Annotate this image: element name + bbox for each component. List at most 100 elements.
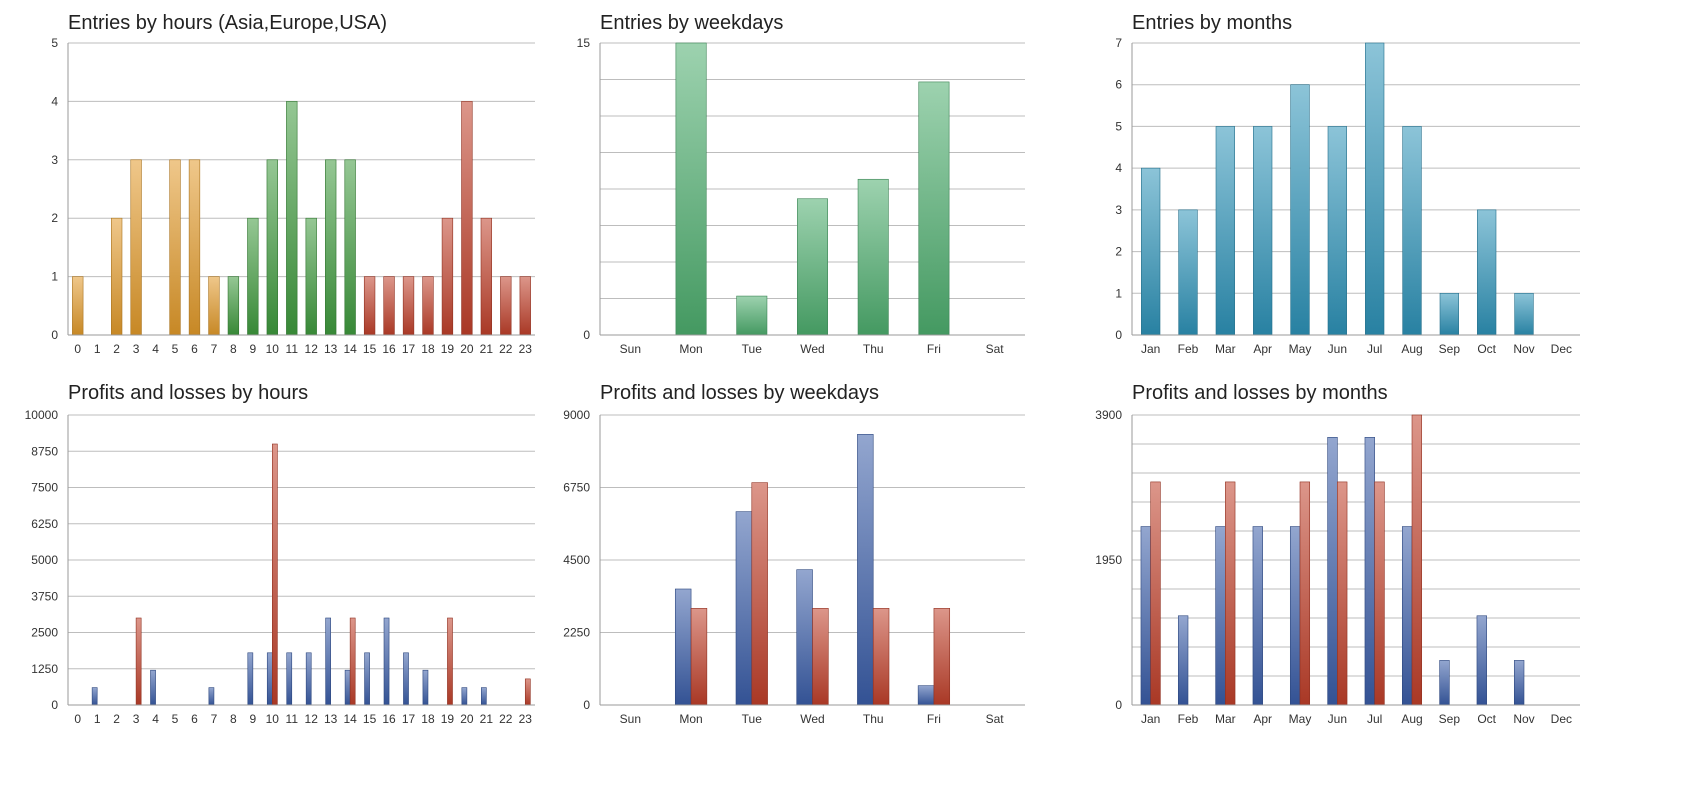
- bar-Wed: [797, 198, 828, 336]
- y-tick-label: 2: [51, 211, 58, 225]
- bar-15: [363, 276, 376, 336]
- bar-0: [72, 276, 84, 336]
- bar-15-s0: [364, 652, 370, 706]
- x-tick-label: 22: [499, 342, 513, 356]
- bar-10-s0: [266, 652, 273, 706]
- x-tick-label: 23: [519, 712, 533, 726]
- x-tick-label: 17: [402, 342, 416, 356]
- bar-10: [266, 159, 278, 336]
- bar-21-s0: [480, 687, 487, 706]
- bar-Mon-s0: [674, 588, 692, 706]
- bar-Tue-s1: [751, 482, 768, 706]
- x-tick-label: Thu: [863, 712, 884, 726]
- x-tick-label: 6: [191, 712, 198, 726]
- y-tick-label: 4500: [563, 553, 590, 567]
- month-pnl-chart: 0 1950 3900 Jan Feb Mar Apr May Jun Jul Aug Sep Oct N…: [1095, 408, 1580, 726]
- y-tick-label: 4: [1115, 161, 1122, 175]
- axes: 0 2250 4500 6750 9000 Sun Mon Tue Wed Thu Fri Sat: [563, 408, 1025, 726]
- x-tick-label: Wed: [800, 712, 824, 726]
- bar-Feb: [1178, 209, 1198, 336]
- x-tick-label: Fri: [927, 712, 941, 726]
- bar-Oct: [1477, 209, 1497, 336]
- bar-Feb-s0: [1177, 615, 1189, 706]
- x-tick-label: Mar: [1215, 712, 1236, 726]
- x-tick-label: 6: [191, 342, 198, 356]
- x-tick-label: Jun: [1328, 342, 1347, 356]
- bar-23: [519, 276, 531, 336]
- x-tick-label: Sat: [986, 342, 1005, 356]
- y-tick-label: 0: [1115, 328, 1122, 342]
- x-tick-label: 20: [460, 342, 474, 356]
- y-tick-label: 1: [1115, 286, 1122, 300]
- bar-3-s1: [135, 617, 142, 706]
- x-tick-label: 8: [230, 342, 237, 356]
- bar-14-s1: [349, 617, 356, 706]
- bar-2: [110, 217, 123, 336]
- bar-1-s0: [91, 687, 98, 706]
- x-tick-label: 2: [113, 342, 120, 356]
- axes: 0 1 2 3 4 5 6 7 Jan Feb Mar Apr May Jun Jul Aug Sep Oct No…: [1115, 36, 1580, 356]
- weekday-entries-panel: Entries by weekdays 0 15 Sun Mon Tue Wed Thu Fr…: [560, 0, 1120, 380]
- bar-Sep-s0: [1439, 660, 1450, 706]
- x-tick-label: 18: [421, 712, 435, 726]
- bar-Thu-s1: [872, 608, 890, 706]
- x-tick-label: 14: [343, 342, 357, 356]
- bar-Mon-s1: [690, 608, 708, 706]
- x-tick-label: Nov: [1513, 342, 1534, 356]
- x-tick-label: Feb: [1178, 342, 1199, 356]
- y-tick-label: 6250: [31, 517, 58, 531]
- bar-May-s1: [1299, 481, 1311, 706]
- bar-8: [227, 276, 240, 336]
- y-tick-label: 8750: [31, 444, 58, 458]
- chart-title: Profits and losses by weekdays: [600, 382, 880, 404]
- bars: [1141, 42, 1534, 336]
- bar-Sep: [1439, 292, 1459, 336]
- y-tick-label: 5: [1115, 119, 1122, 133]
- bar-16: [383, 276, 395, 336]
- x-tick-label: 20: [460, 712, 474, 726]
- bar-Nov: [1514, 292, 1534, 336]
- x-tick-label: Wed: [800, 342, 824, 356]
- x-tick-label: May: [1289, 712, 1312, 726]
- bar-12: [305, 217, 317, 336]
- x-tick-label: Jan: [1141, 342, 1160, 356]
- bar-23-s1: [524, 678, 531, 706]
- x-tick-label: 12: [305, 712, 319, 726]
- bar-Apr-s0: [1252, 526, 1263, 706]
- bar-Fri-s0: [917, 685, 935, 706]
- bar-13-s0: [325, 617, 331, 706]
- x-tick-label: Sep: [1439, 712, 1461, 726]
- y-tick-label: 1950: [1095, 553, 1122, 567]
- chart-title: Entries by hours (Asia,Europe,USA): [68, 12, 388, 34]
- bar-Jul: [1365, 42, 1385, 336]
- y-tick-label: 3: [1115, 203, 1122, 217]
- chart-title: Profits and losses by hours: [68, 382, 309, 404]
- y-tick-label: 4: [51, 94, 58, 108]
- bar-Jul-s0: [1364, 437, 1375, 706]
- y-tick-label: 2500: [31, 626, 58, 640]
- y-tick-label: 3900: [1095, 408, 1122, 422]
- x-tick-label: 4: [152, 712, 159, 726]
- bars: [1140, 414, 1525, 706]
- x-tick-label: 13: [324, 342, 338, 356]
- x-tick-label: Feb: [1178, 712, 1199, 726]
- y-tick-label: 6: [1115, 78, 1122, 92]
- month-entries-panel: Entries by months 0 1 2 3 4 5 6 7 Jan Feb Mar Apr Ma…: [1115, 0, 1680, 380]
- hours-pnl-panel: Profits and losses by hours 0 1250 2500 375…: [0, 380, 560, 793]
- bar-9: [247, 217, 259, 336]
- x-tick-label: Sat: [986, 712, 1005, 726]
- bar-Jan-s0: [1140, 526, 1151, 706]
- bar-Jun-s1: [1337, 481, 1348, 706]
- bar-May: [1290, 84, 1310, 336]
- bar-16-s0: [383, 617, 390, 706]
- x-tick-label: 1: [94, 342, 101, 356]
- x-tick-label: 17: [402, 712, 416, 726]
- x-tick-label: Aug: [1401, 712, 1422, 726]
- y-tick-label: 2250: [563, 626, 590, 640]
- bar-Jun-s0: [1327, 437, 1338, 706]
- x-tick-label: 8: [230, 712, 237, 726]
- x-tick-label: 21: [480, 712, 494, 726]
- bar-Thu: [857, 178, 889, 336]
